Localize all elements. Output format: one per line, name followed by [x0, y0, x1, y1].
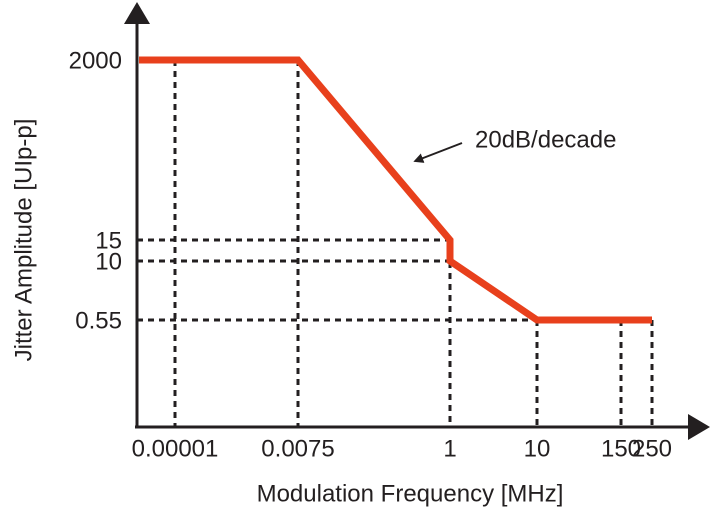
y-tick-label: 15	[95, 227, 122, 254]
x-tick-label: 10	[524, 435, 551, 462]
series-line	[175, 56, 652, 324]
y-tick-label: 10	[95, 248, 122, 275]
x-tick-label: 250	[632, 435, 672, 462]
y-tick-label: 2000	[69, 47, 122, 74]
y-axis-arrow	[124, 2, 150, 24]
annotation-arrow	[413, 142, 463, 163]
x-axis-label: Modulation Frequency [MHz]	[257, 480, 564, 507]
x-tick-label: 0.0075	[261, 435, 334, 462]
y-tick-label: 0.55	[75, 307, 122, 334]
y-axis-label: Jitter Amplitude [UIp-p]	[10, 119, 37, 362]
annotation: 20dB/decade	[475, 126, 616, 153]
x-tick-label: 0.00001	[132, 435, 219, 462]
x-tick-label: 150	[601, 435, 641, 462]
x-tick-label: 1	[443, 435, 456, 462]
x-axis-arrow	[688, 414, 710, 440]
